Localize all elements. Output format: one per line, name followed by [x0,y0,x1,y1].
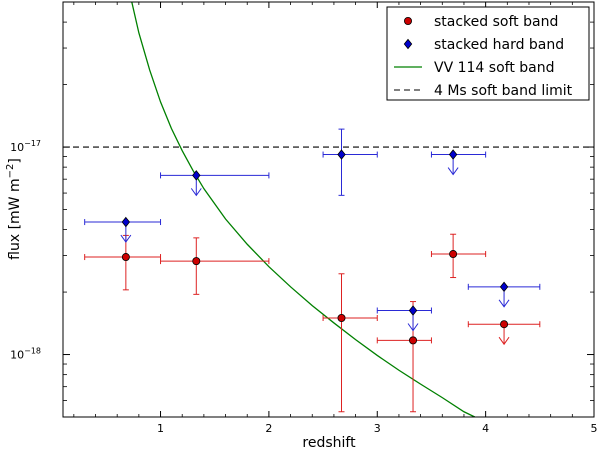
hard-ul-arrow-3 [407,323,419,332]
hard-ul-arrow-4 [447,167,459,176]
soft-point-0 [121,253,130,262]
soft-point-2 [337,313,346,322]
soft-point-1 [192,257,201,266]
axes-layer: 1 2 3 4 5 10−18 10−17 [10,1,598,435]
soft-ul-arrow-5 [498,336,510,346]
hard-point-0 [121,216,131,228]
soft-point-4 [449,250,458,259]
soft-point-5 [500,320,509,329]
hard-point-5 [499,281,509,293]
hard-ul-arrow-0 [120,234,132,243]
y-axis-title-end: ] [7,158,23,163]
y-axis-title-exponent: −2 [5,164,16,179]
legend: stacked soft band stacked hard band VV 114… [386,6,590,101]
x-tick-label-4: 5 [591,422,598,435]
soft-point-3 [409,336,418,345]
legend-marker-hard [403,38,413,50]
legend-marker-soft [403,16,412,25]
legend-label-1: stacked hard band [434,37,564,53]
x-axis-title: redshift [302,435,356,451]
legend-label-3: 4 Ms soft band limit [434,83,573,99]
hard-ul-arrow-1 [190,188,202,197]
hard-point-2 [337,149,346,160]
y-tick-label-1: 10−17 [10,139,41,154]
hard-point-1 [192,170,201,181]
x-tick-label-1: 2 [265,422,272,435]
legend-box [386,6,590,101]
hard-point-3 [408,305,418,316]
y-axis-title: flux [mW m−2] [5,158,23,260]
series-layer [63,2,594,417]
hard-point-4 [448,149,458,160]
y-axis-title-main: flux [mW m [7,178,23,259]
x-tick-label-0: 1 [157,422,164,435]
legend-label-2: VV 114 soft band [434,60,554,76]
x-tick-label-3: 4 [482,422,489,435]
hard-ul-arrow-5 [498,299,510,308]
y-tick-label-0: 10−18 [10,347,41,362]
legend-label-0: stacked soft band [434,14,558,30]
x-tick-label-2: 3 [374,422,381,435]
